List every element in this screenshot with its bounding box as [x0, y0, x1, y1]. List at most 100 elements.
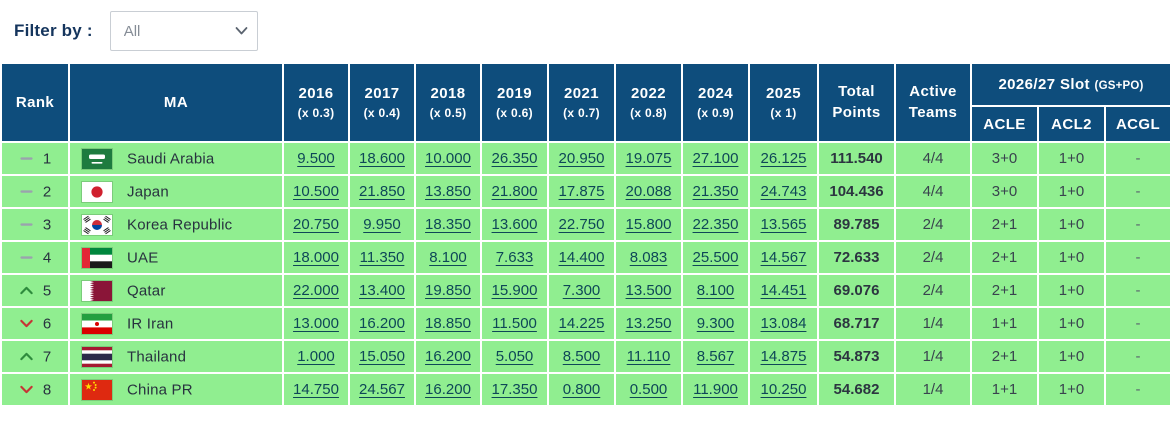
points-link[interactable]: 7.300: [562, 282, 601, 299]
points-link[interactable]: 20.750: [293, 216, 339, 233]
points-link[interactable]: 0.500: [629, 381, 668, 398]
acle-slot-cell: 3+0: [970, 141, 1039, 176]
points-link[interactable]: 10.500: [293, 183, 339, 200]
points-link[interactable]: 26.125: [760, 150, 807, 167]
rank-cell: 2: [0, 174, 70, 209]
points-link[interactable]: 22.000: [293, 282, 339, 299]
points-link[interactable]: 22.350: [692, 216, 739, 233]
filter-bar: Filter by : All: [0, 0, 1170, 62]
points-link[interactable]: 11.110: [626, 348, 671, 365]
points-link[interactable]: 14.225: [558, 315, 605, 332]
points-link[interactable]: 14.400: [558, 249, 605, 266]
total-points-cell: 69.076: [817, 273, 896, 308]
points-link[interactable]: 18.600: [359, 150, 405, 167]
points-link[interactable]: 16.200: [359, 315, 405, 332]
points-link[interactable]: 8.100: [696, 282, 735, 299]
active-teams-cell: 2/4: [894, 240, 972, 275]
acgl-slot-cell: -: [1104, 306, 1170, 341]
acle-slot-cell: 3+0: [970, 174, 1039, 209]
points-link[interactable]: 21.800: [491, 183, 538, 200]
points-link[interactable]: 26.350: [491, 150, 538, 167]
acgl-slot-cell: -: [1104, 141, 1170, 176]
points-link[interactable]: 1.000: [297, 348, 335, 365]
points-cell: 15.900: [480, 273, 549, 308]
points-link[interactable]: 10.000: [425, 150, 471, 167]
points-link[interactable]: 16.200: [425, 381, 471, 398]
points-cell: 15.050: [348, 339, 416, 374]
points-link[interactable]: 13.850: [425, 183, 471, 200]
points-link[interactable]: 9.500: [297, 150, 335, 167]
points-link[interactable]: 5.050: [495, 348, 534, 365]
points-link[interactable]: 17.875: [558, 183, 605, 200]
points-link[interactable]: 11.350: [359, 249, 405, 266]
points-link[interactable]: 19.850: [425, 282, 471, 299]
points-link[interactable]: 21.850: [359, 183, 405, 200]
points-cell: 10.000: [414, 141, 482, 176]
rank-down-icon: [20, 320, 33, 328]
points-link[interactable]: 20.088: [625, 183, 672, 200]
points-link[interactable]: 24.567: [359, 381, 405, 398]
points-link[interactable]: 14.875: [760, 348, 807, 365]
points-link[interactable]: 21.350: [692, 183, 739, 200]
ranking-table: Rank MA 2016 (x 0.3) 2017 (x 0.4) 2018 (x 0…: [0, 62, 1170, 407]
points-link[interactable]: 19.075: [625, 150, 672, 167]
points-link[interactable]: 13.250: [625, 315, 672, 332]
rank-same-icon: [20, 190, 33, 193]
points-link[interactable]: 13.400: [359, 282, 405, 299]
points-link[interactable]: 8.500: [562, 348, 601, 365]
points-cell: 10.500: [282, 174, 350, 209]
points-link[interactable]: 18.000: [293, 249, 339, 266]
points-link[interactable]: 13.500: [625, 282, 672, 299]
points-link[interactable]: 11.500: [492, 315, 537, 332]
rank-cell: 8: [0, 372, 70, 407]
points-link[interactable]: 8.100: [429, 249, 467, 266]
points-link[interactable]: 16.200: [425, 348, 471, 365]
points-link[interactable]: 9.300: [696, 315, 735, 332]
points-link[interactable]: 14.451: [760, 282, 807, 299]
points-link[interactable]: 13.000: [293, 315, 339, 332]
points-link[interactable]: 15.800: [625, 216, 672, 233]
points-link[interactable]: 15.900: [491, 282, 538, 299]
points-link[interactable]: 13.084: [760, 315, 807, 332]
rank-number: 7: [42, 348, 52, 366]
points-link[interactable]: 11.900: [693, 381, 738, 398]
points-cell: 11.900: [681, 372, 750, 407]
points-link[interactable]: 15.050: [359, 348, 405, 365]
rank-up-icon: [20, 287, 33, 295]
total-points-cell: 54.682: [817, 372, 896, 407]
points-link[interactable]: 24.743: [760, 183, 807, 200]
points-link[interactable]: 7.633: [495, 249, 534, 266]
points-cell: 5.050: [480, 339, 549, 374]
points-link[interactable]: 13.565: [760, 216, 807, 233]
points-link[interactable]: 13.600: [491, 216, 538, 233]
points-link[interactable]: 22.750: [558, 216, 605, 233]
total-points-cell: 89.785: [817, 207, 896, 242]
points-link[interactable]: 14.567: [760, 249, 807, 266]
points-cell: 19.075: [614, 141, 683, 176]
points-cell: 26.125: [748, 141, 819, 176]
rank-cell: 6: [0, 306, 70, 341]
header-acgl: ACGL: [1104, 105, 1170, 143]
total-points-cell: 111.540: [817, 141, 896, 176]
header-year-2017: 2017 (x 0.4): [348, 62, 416, 143]
country-cell: Japan: [68, 174, 284, 209]
points-link[interactable]: 25.500: [692, 249, 739, 266]
table-header: Rank MA 2016 (x 0.3) 2017 (x 0.4) 2018 (x 0…: [0, 62, 1170, 143]
acle-slot-cell: 2+1: [970, 273, 1039, 308]
points-cell: 18.000: [282, 240, 350, 275]
country-name: Qatar: [127, 282, 166, 299]
points-link[interactable]: 14.750: [293, 381, 339, 398]
points-cell: 25.500: [681, 240, 750, 275]
points-link[interactable]: 8.083: [629, 249, 668, 266]
total-points-cell: 72.633: [817, 240, 896, 275]
points-link[interactable]: 18.850: [425, 315, 471, 332]
points-link[interactable]: 8.567: [696, 348, 735, 365]
points-link[interactable]: 10.250: [760, 381, 807, 398]
points-link[interactable]: 9.950: [363, 216, 401, 233]
points-link[interactable]: 27.100: [692, 150, 739, 167]
points-link[interactable]: 20.950: [558, 150, 605, 167]
points-link[interactable]: 18.350: [425, 216, 471, 233]
points-link[interactable]: 17.350: [491, 381, 538, 398]
filter-select[interactable]: All: [109, 11, 258, 51]
points-link[interactable]: 0.800: [562, 381, 601, 398]
